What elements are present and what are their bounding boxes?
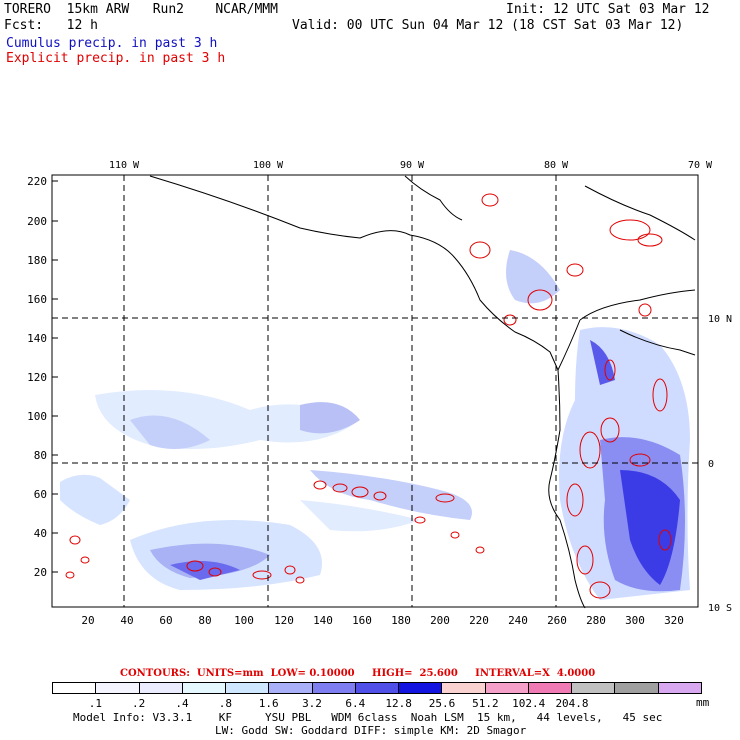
cumulus-legend-label: Cumulus precip. in past 3 h — [6, 36, 218, 51]
x-label: 120 — [274, 614, 294, 627]
x-label: 320 — [664, 614, 684, 627]
colorbar-swatch — [96, 683, 140, 693]
model-info: Model Info: V3.3.1 KF YSU PBL WDM 6class… — [73, 711, 663, 724]
y-label: 200 — [27, 215, 47, 228]
lon-label-80w: 80 W — [544, 160, 569, 171]
top-lon-labels: 110 W 100 W 90 W 80 W 70 W — [109, 160, 713, 171]
coastlines — [149, 175, 696, 609]
colorbar-label: .2 — [132, 697, 146, 710]
x-label: 220 — [469, 614, 489, 627]
y-label: 40 — [34, 527, 47, 540]
lon-label-110w: 110 W — [109, 160, 140, 171]
colorbar-swatch — [442, 683, 486, 693]
colorbar-label: 204.8 — [555, 697, 589, 710]
colorbar-swatch — [53, 683, 97, 693]
lon-label-100w: 100 W — [253, 160, 284, 171]
x-label: 260 — [547, 614, 567, 627]
colorbar-label: 51.2 — [472, 697, 499, 710]
colorbar-label: 25.6 — [428, 697, 456, 710]
y-label: 120 — [27, 371, 47, 384]
lat-label-10n: 10 N — [708, 314, 732, 325]
bottom-grid-labels: 20 40 60 80 100 120 140 160 180 200 220 … — [81, 614, 684, 627]
y-label: 180 — [27, 254, 47, 267]
x-label: 20 — [81, 614, 94, 627]
precip-map: 110 W 100 W 90 W 80 W 70 W 10 N 0 10 S 2… — [27, 160, 732, 627]
lat-label-0: 0 — [708, 459, 714, 470]
x-label: 40 — [120, 614, 133, 627]
x-label: 80 — [198, 614, 211, 627]
cumulus-precip-shading — [60, 250, 690, 600]
colorbar-swatch — [312, 683, 356, 693]
colorbar-swatch — [226, 683, 270, 693]
y-label: 140 — [27, 332, 47, 345]
x-label: 240 — [508, 614, 528, 627]
colorbar-swatch — [485, 683, 529, 693]
init-time: Init: 12 UTC Sat 03 Mar 12 — [506, 2, 710, 17]
physics-info: LW: Godd SW: Goddard DIFF: simple KM: 2D… — [215, 724, 527, 737]
x-label: 160 — [352, 614, 372, 627]
latlon-grid — [52, 175, 698, 607]
model-title: TORERO 15km ARW Run2 NCAR/MMM — [4, 2, 278, 17]
lat-label-10s: 10 S — [708, 603, 732, 614]
colorbar-units: mm — [696, 696, 710, 709]
colorbar-label: 102.4 — [512, 697, 546, 710]
colorbar-swatch — [355, 683, 400, 693]
colorbar-swatch — [572, 683, 616, 693]
y-label: 80 — [34, 449, 47, 462]
colorbar-swatch — [615, 683, 659, 693]
x-label: 300 — [625, 614, 645, 627]
x-label: 140 — [313, 614, 333, 627]
colorbar-swatch — [528, 683, 573, 693]
y-label: 160 — [27, 293, 47, 306]
right-lat-labels: 10 N 0 10 S — [708, 314, 732, 614]
colorbar-label: .1 — [88, 697, 102, 710]
x-label: 180 — [391, 614, 411, 627]
forecast-hour: Fcst: 12 h — [4, 18, 98, 33]
x-label: 60 — [159, 614, 172, 627]
explicit-precip-contours — [65, 193, 672, 599]
colorbar-swatch — [269, 683, 313, 693]
colorbar-label: .8 — [218, 697, 232, 710]
lon-label-90w: 90 W — [400, 160, 425, 171]
plot-frame — [51, 174, 699, 608]
colorbar-label: .4 — [175, 697, 189, 710]
colorbar-label: 3.2 — [302, 697, 322, 710]
contours-info: CONTOURS: UNITS=mm LOW= 0.10000 HIGH= 25… — [120, 668, 596, 679]
lon-label-70w: 70 W — [688, 160, 713, 171]
colorbar-swatch — [658, 683, 701, 693]
y-label: 220 — [27, 175, 47, 188]
left-ticks — [52, 180, 58, 573]
colorbar-swatch — [182, 683, 227, 693]
colorbar-label: 12.8 — [385, 697, 412, 710]
y-label: 20 — [34, 566, 47, 579]
color-bar — [52, 682, 702, 694]
x-label: 280 — [586, 614, 606, 627]
valid-time: Valid: 00 UTC Sun 04 Mar 12 (18 CST Sat … — [292, 18, 684, 33]
colorbar-label: 6.4 — [345, 697, 366, 710]
explicit-legend-label: Explicit precip. in past 3 h — [6, 51, 226, 66]
y-label: 100 — [27, 410, 47, 423]
colorbar-label: 1.6 — [258, 697, 279, 710]
x-label: 100 — [234, 614, 254, 627]
colorbar-swatch — [399, 683, 443, 693]
colorbar-swatch — [139, 683, 183, 693]
left-grid-labels: 220 200 180 160 140 120 100 80 60 40 20 — [27, 175, 47, 579]
y-label: 60 — [34, 488, 47, 501]
x-label: 200 — [430, 614, 450, 627]
